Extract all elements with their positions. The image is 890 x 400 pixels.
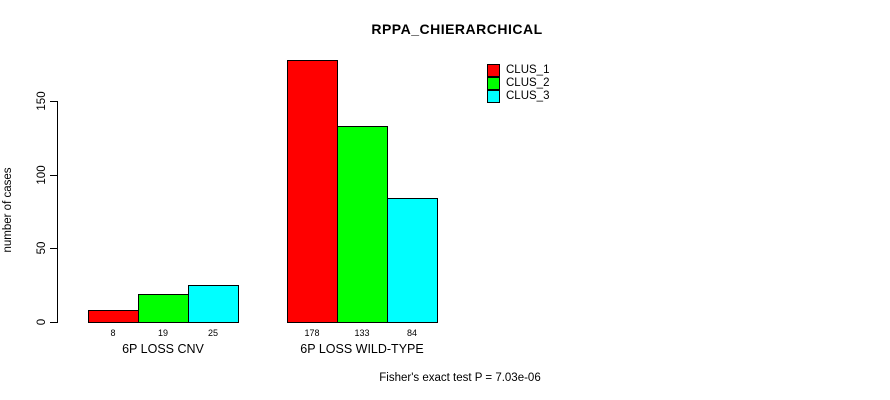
bar-clus_2-group1 (138, 294, 189, 323)
bar-value-label: 25 (207, 328, 218, 338)
category-label-group1: 6P LOSS CNV (122, 342, 204, 356)
bar-value-label: 178 (304, 328, 320, 338)
y-tick-label: 50 (36, 241, 48, 255)
y-axis-label: number of cases (2, 167, 14, 253)
y-axis-tick (50, 322, 57, 323)
legend-swatch-clus-2 (487, 77, 500, 90)
chart-title: RPPA_CHIERARCHICAL (371, 21, 543, 37)
legend-item-clus-2: CLUS_2 (487, 77, 549, 90)
bar-value-label: 84 (406, 328, 417, 338)
y-tick-label: 0 (36, 318, 48, 326)
y-axis-tick (50, 175, 57, 176)
y-tick-label: 150 (36, 91, 48, 111)
legend: CLUS_1 CLUS_2 CLUS_3 (487, 64, 549, 103)
bar-value-label: 133 (354, 328, 370, 338)
legend-item-clus-3: CLUS_3 (487, 90, 549, 103)
y-axis-tick (50, 248, 57, 249)
legend-item-clus-1: CLUS_1 (487, 64, 549, 77)
bar-clus_2-group2 (337, 126, 388, 323)
y-axis-tick (50, 101, 57, 102)
bar-value-label: 19 (157, 328, 168, 338)
bar-clus_1-group2 (287, 60, 338, 323)
legend-label-clus-1: CLUS_1 (506, 64, 550, 76)
y-axis-line (57, 101, 58, 323)
category-label-group2: 6P LOSS WILD-TYPE (300, 342, 424, 356)
y-tick-label: 100 (36, 165, 48, 185)
bar-value-label: 8 (110, 328, 116, 338)
bar-clus_1-group1 (88, 310, 139, 323)
bar-clus_3-group1 (188, 285, 239, 323)
legend-label-clus-3: CLUS_3 (506, 90, 550, 102)
bar-clus_3-group2 (387, 198, 438, 323)
legend-swatch-clus-1 (487, 64, 500, 77)
legend-label-clus-2: CLUS_2 (506, 77, 550, 89)
legend-swatch-clus-3 (487, 90, 500, 103)
fisher-test-annotation: Fisher's exact test P = 7.03e-06 (379, 372, 541, 384)
